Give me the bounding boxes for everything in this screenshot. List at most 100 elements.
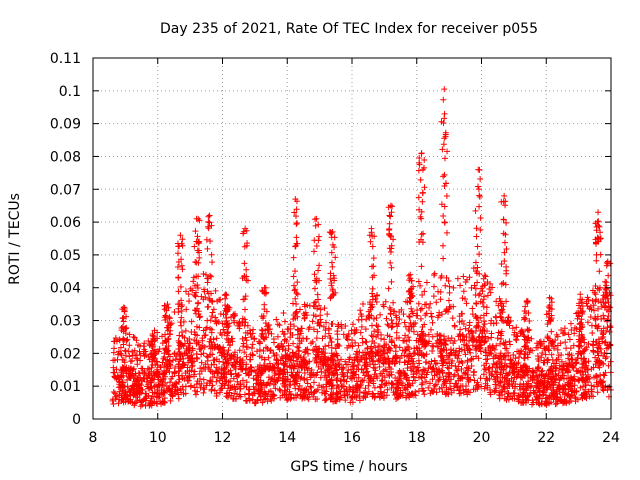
data-point <box>385 285 392 292</box>
data-point <box>290 340 297 347</box>
data-point <box>382 298 389 305</box>
data-point <box>281 318 288 325</box>
data-point <box>587 313 594 320</box>
data-point <box>475 183 482 190</box>
data-point <box>418 231 425 238</box>
data-point <box>493 319 500 326</box>
data-point <box>471 377 478 384</box>
data-point <box>598 303 605 310</box>
data-point <box>143 395 150 402</box>
data-point <box>290 273 297 280</box>
data-point <box>500 384 507 391</box>
data-point <box>193 351 200 358</box>
data-point <box>298 374 305 381</box>
data-point <box>159 391 166 398</box>
data-point <box>188 318 195 325</box>
data-point <box>515 354 522 361</box>
data-point <box>590 364 597 371</box>
data-point <box>548 328 555 335</box>
data-point <box>171 308 178 315</box>
data-point <box>222 295 229 302</box>
data-point <box>313 242 320 249</box>
y-tick-label: 0.09 <box>50 117 81 133</box>
data-point <box>496 358 503 365</box>
data-point <box>207 238 214 245</box>
data-point <box>577 291 584 298</box>
data-point <box>476 203 483 210</box>
data-point <box>433 389 440 396</box>
data-point <box>588 306 595 313</box>
data-point <box>385 226 392 233</box>
data-point <box>427 326 434 333</box>
data-point <box>377 311 384 318</box>
data-point <box>480 324 487 331</box>
data-point <box>174 386 181 393</box>
data-point <box>259 399 266 406</box>
data-point <box>213 390 220 397</box>
data-point <box>472 347 479 354</box>
data-point <box>514 373 521 380</box>
data-point <box>417 176 424 183</box>
data-point <box>265 354 272 361</box>
data-point <box>290 353 297 360</box>
data-point <box>203 236 210 243</box>
data-point <box>593 257 600 264</box>
data-point <box>406 314 413 321</box>
data-point <box>396 344 403 351</box>
data-point <box>481 318 488 325</box>
data-point <box>575 396 582 403</box>
data-point <box>250 389 257 396</box>
data-point <box>129 348 136 355</box>
data-point <box>191 358 198 365</box>
data-point <box>362 385 369 392</box>
data-point <box>500 216 507 223</box>
data-point <box>225 392 232 399</box>
data-point <box>471 368 478 375</box>
data-point <box>260 396 267 403</box>
data-point <box>463 334 470 341</box>
data-point <box>194 355 201 362</box>
y-tick-label: 0.05 <box>50 248 81 264</box>
data-point <box>388 264 395 271</box>
data-point <box>241 383 248 390</box>
data-point <box>396 391 403 398</box>
y-tick-label: 0.08 <box>50 149 81 165</box>
data-point <box>592 291 599 298</box>
data-point <box>451 371 458 378</box>
data-point <box>295 344 302 351</box>
data-point <box>604 316 611 323</box>
data-point <box>241 296 248 303</box>
data-point <box>222 291 229 298</box>
data-point <box>442 282 449 289</box>
data-point <box>317 374 324 381</box>
data-point <box>194 285 201 292</box>
data-point <box>393 396 400 403</box>
data-point <box>465 365 472 372</box>
data-point <box>365 388 372 395</box>
data-point <box>205 225 212 232</box>
data-point <box>314 395 321 402</box>
data-point <box>407 271 414 278</box>
data-point <box>196 254 203 261</box>
y-tick-label: 0.06 <box>50 215 81 231</box>
data-point <box>586 375 593 382</box>
data-point <box>192 391 199 398</box>
data-point <box>462 296 469 303</box>
data-point <box>369 285 376 292</box>
data-point <box>433 299 440 306</box>
data-point <box>476 251 483 258</box>
data-point <box>132 393 139 400</box>
data-point <box>454 275 461 282</box>
data-point <box>354 361 361 368</box>
data-point <box>472 285 479 292</box>
data-point <box>430 293 437 300</box>
data-point <box>420 352 427 359</box>
data-point <box>210 306 217 313</box>
data-point <box>204 245 211 252</box>
x-tick-label: 22 <box>537 430 555 446</box>
data-point <box>110 388 117 395</box>
data-point <box>248 345 255 352</box>
data-point <box>208 251 215 258</box>
data-point <box>293 220 300 227</box>
data-point <box>311 285 318 292</box>
